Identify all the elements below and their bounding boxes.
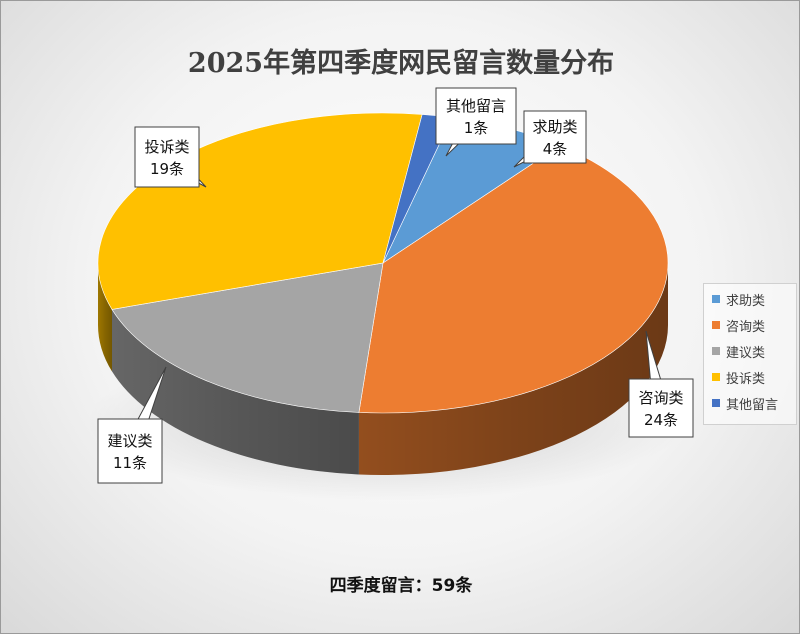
legend-item-help: 求助类 xyxy=(712,290,766,309)
legend-item-other: 其他留言 xyxy=(712,394,779,413)
pie-slice-suggest xyxy=(111,262,384,413)
legend-swatch-suggest xyxy=(712,347,720,355)
pie-slice-consult xyxy=(358,145,669,414)
callout-category-help: 求助类 xyxy=(532,118,577,136)
legend: 求助类咨询类建议类投诉类其他留言 xyxy=(703,283,797,425)
pie-side-shade-consult xyxy=(358,263,668,475)
legend-item-consult: 咨询类 xyxy=(712,316,766,335)
callout-suggest: 建议类 11条 xyxy=(97,366,167,484)
callout-value-other: 1条 xyxy=(464,119,489,137)
callout-value-complaint: 19条 xyxy=(150,160,184,178)
legend-label-other: 其他留言 xyxy=(726,397,779,413)
callout-category-consult: 咨询类 xyxy=(638,389,683,407)
legend-swatch-complaint xyxy=(712,373,720,381)
legend-swatch-other xyxy=(712,399,720,407)
callout-category-complaint: 投诉类 xyxy=(144,138,189,156)
callout-value-help: 4条 xyxy=(543,140,568,158)
callout-complaint: 投诉类 19条 xyxy=(134,126,207,188)
callout-value-suggest: 11条 xyxy=(113,454,147,472)
legend-label-suggest: 建议类 xyxy=(726,345,766,361)
pie-side-shade-suggest xyxy=(112,309,359,475)
total-note: 四季度留言：59条 xyxy=(329,576,473,596)
callout-category-suggest: 建议类 xyxy=(107,432,152,450)
legend-label-consult: 咨询类 xyxy=(726,319,766,335)
legend-label-complaint: 投诉类 xyxy=(726,371,766,387)
legend-label-help: 求助类 xyxy=(726,293,766,309)
legend-item-suggest: 建议类 xyxy=(712,342,766,361)
callout-category-other: 其他留言 xyxy=(446,97,506,115)
legend-item-complaint: 投诉类 xyxy=(712,368,766,387)
callout-help: 求助类 4条 xyxy=(513,110,587,168)
chart-title: 2025年第四季度网民留言数量分布 xyxy=(187,48,615,79)
legend-swatch-help xyxy=(712,295,720,303)
callout-consult: 咨询类 24条 xyxy=(628,330,694,438)
legend-swatch-consult xyxy=(712,321,720,329)
pie-side-shade-complaint xyxy=(98,263,113,372)
callout-other: 其他留言 1条 xyxy=(435,87,517,157)
callout-value-consult: 24条 xyxy=(644,411,678,429)
